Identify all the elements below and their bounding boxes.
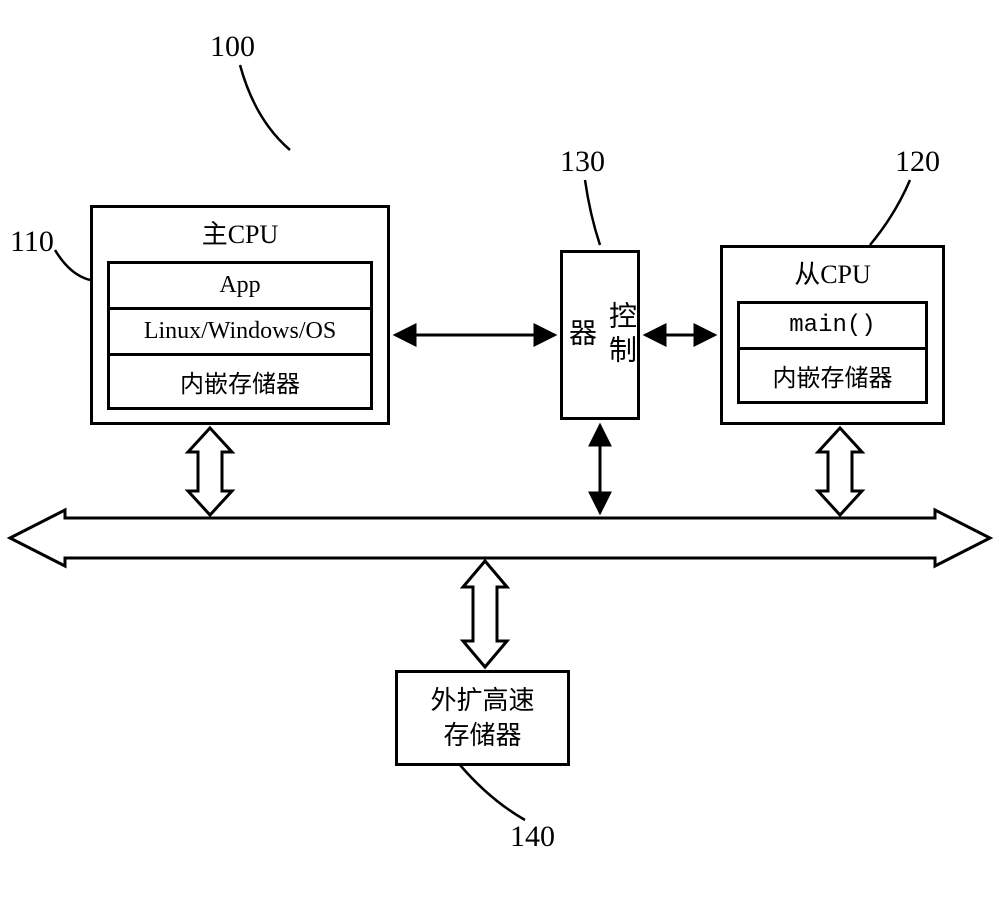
block-arrow-main-bus — [188, 428, 232, 515]
leader-140 — [460, 765, 525, 820]
main-cpu-row-mem: 内嵌存储器 — [107, 353, 373, 410]
slave-cpu-stack: main() 内嵌存储器 — [737, 301, 928, 404]
controller-label: 控制器 — [560, 294, 640, 376]
ref-110: 110 — [10, 225, 54, 259]
ref-140: 140 — [510, 820, 555, 854]
block-arrow-bus-ext — [463, 561, 507, 667]
main-cpu-stack: App Linux/Windows/OS 内嵌存储器 — [107, 261, 373, 410]
ext-mem-box: 外扩高速 存储器 — [395, 670, 570, 766]
ext-mem-line2: 存储器 — [406, 718, 559, 753]
slave-cpu-row-mem: 内嵌存储器 — [737, 347, 928, 404]
leader-120 — [870, 180, 910, 245]
main-cpu-title: 主CPU — [93, 208, 387, 261]
main-cpu-row-app: App — [107, 261, 373, 310]
slave-cpu-title: 从CPU — [723, 248, 942, 301]
diagram-overlay — [0, 0, 1000, 905]
ref-100: 100 — [210, 30, 255, 64]
leader-100 — [240, 65, 290, 150]
slave-cpu-row-main: main() — [737, 301, 928, 350]
controller-box: 控制器 — [560, 250, 640, 420]
slave-cpu-box: 从CPU main() 内嵌存储器 — [720, 245, 945, 425]
ref-120: 120 — [895, 145, 940, 179]
main-cpu-row-os: Linux/Windows/OS — [107, 307, 373, 356]
ext-mem-line1: 外扩高速 — [406, 683, 559, 718]
main-cpu-box: 主CPU App Linux/Windows/OS 内嵌存储器 — [90, 205, 390, 425]
leader-130 — [585, 180, 600, 245]
block-arrow-slave-bus — [818, 428, 862, 515]
leader-110 — [55, 250, 90, 280]
ref-130: 130 — [560, 145, 605, 179]
bus-label: TeraNet — [455, 521, 532, 548]
